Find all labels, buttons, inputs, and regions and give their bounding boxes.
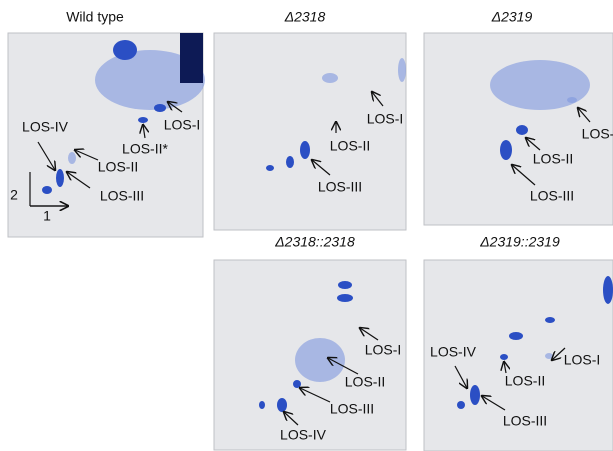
- spot: [293, 380, 301, 388]
- arrow: [168, 102, 183, 113]
- label: LOS-I: [367, 111, 404, 127]
- spot: [154, 104, 166, 112]
- label: LOS-II: [505, 373, 545, 389]
- spot: [300, 141, 310, 159]
- axis-label: 1: [43, 208, 51, 224]
- arrow: [284, 412, 299, 426]
- panel-wild-type: Wild type LOS-I LOS-II* LOS-IV LOS-II LO…: [7, 9, 205, 238]
- arrow: [75, 150, 99, 161]
- arrow: [37, 141, 55, 170]
- panel-title: Δ2319::2319: [479, 234, 560, 250]
- label: LOS-: [582, 126, 613, 142]
- axis-label: 2: [10, 187, 18, 203]
- label: LOS-I: [164, 117, 201, 133]
- arrow: [512, 165, 536, 186]
- arrow: [312, 160, 331, 176]
- label: LOS-II: [330, 138, 370, 154]
- arrow: [300, 388, 331, 403]
- spot: [266, 165, 274, 171]
- arrow: [552, 347, 566, 360]
- spot: [56, 169, 64, 187]
- spot: [457, 401, 465, 409]
- spot: [603, 276, 613, 304]
- arrow: [482, 396, 506, 411]
- smear: [295, 338, 345, 382]
- plate: [423, 259, 613, 451]
- spot: [322, 73, 338, 83]
- panel-title: Wild type: [66, 9, 124, 25]
- arrow: [328, 358, 359, 375]
- label: LOS-II*: [122, 141, 168, 157]
- arrow: [504, 362, 506, 374]
- spot: [277, 398, 287, 412]
- arrow: [526, 138, 541, 151]
- label: LOS-IV: [430, 344, 477, 360]
- arrow: [372, 92, 384, 107]
- spot: [567, 97, 577, 103]
- label: LOS-II: [98, 159, 138, 175]
- panel-2318: Δ2318 LOS-I LOS-II LOS-III: [213, 9, 407, 231]
- arrow: [578, 108, 591, 123]
- label: LOS-III: [318, 179, 362, 195]
- spot: [113, 40, 137, 60]
- arrow: [143, 125, 145, 139]
- panel-title: Δ2318: [284, 9, 326, 25]
- label: LOS-I: [564, 352, 601, 368]
- panel-2319-complemented: Δ2319::2319 LOS-IV LOS-II LOS-I LOS-III: [423, 234, 613, 451]
- spot: [68, 152, 76, 164]
- arrow: [360, 328, 379, 341]
- label: LOS-III: [530, 188, 574, 204]
- arrow: [454, 365, 467, 388]
- spot: [180, 33, 203, 83]
- spot: [509, 332, 523, 340]
- spot: [259, 401, 265, 409]
- smear: [490, 60, 590, 110]
- spot: [286, 156, 294, 168]
- spot: [398, 58, 406, 82]
- spot: [470, 385, 480, 405]
- spot: [500, 140, 512, 160]
- label: LOS-IV: [280, 427, 327, 443]
- label: LOS-II: [345, 374, 385, 390]
- panel-title: Δ2319: [491, 9, 533, 25]
- label: LOS-III: [330, 401, 374, 417]
- spot: [42, 186, 52, 194]
- spot: [516, 125, 528, 135]
- spot: [500, 354, 508, 360]
- panel-title: Δ2318::2318: [274, 234, 355, 250]
- label: LOS-IV: [22, 119, 69, 135]
- spot: [545, 317, 555, 323]
- smear: [95, 50, 205, 110]
- plate: [213, 32, 407, 231]
- spot: [338, 281, 352, 289]
- arrow: [67, 172, 91, 189]
- label: LOS-I: [365, 342, 402, 358]
- spot: [138, 117, 148, 123]
- label: LOS-II: [533, 151, 573, 167]
- panel-2318-complemented: Δ2318::2318 LOS-I LOS-II LOS-III LOS-IV: [213, 234, 407, 451]
- spot: [337, 294, 353, 302]
- label: LOS-III: [100, 188, 144, 204]
- panel-2319: Δ2319 LOS- LOS-II LOS-III: [423, 9, 613, 226]
- spot: [545, 353, 553, 359]
- label: LOS-III: [503, 413, 547, 429]
